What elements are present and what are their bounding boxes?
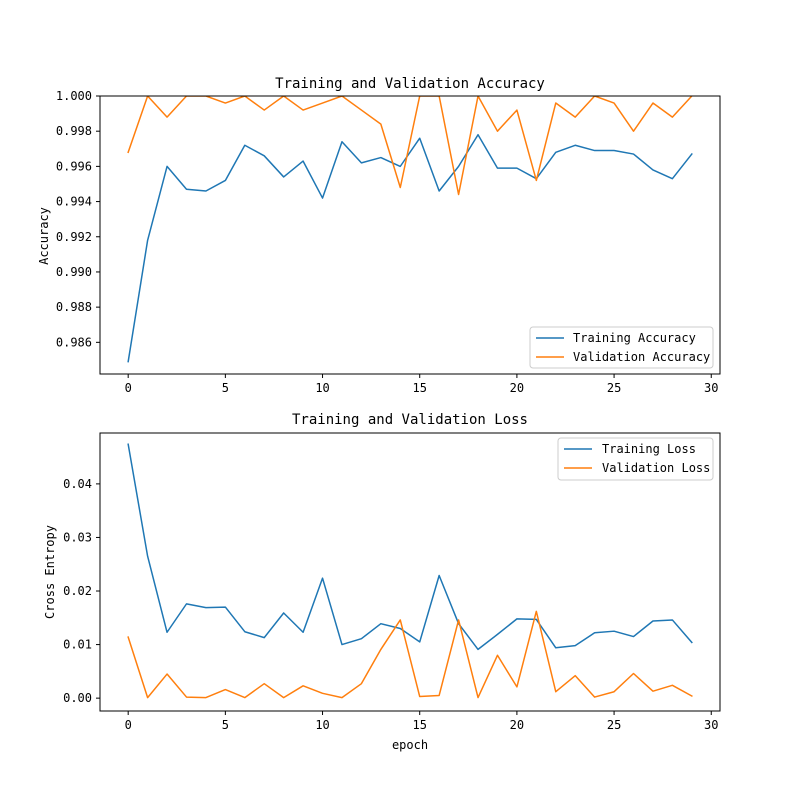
loss-plot-frame — [99, 432, 721, 712]
series-line-validation-loss — [127, 610, 693, 699]
legend-label-training-loss: Training Loss — [602, 442, 696, 456]
accuracy-plot-frame — [99, 95, 721, 375]
accuracy-lines — [127, 96, 693, 363]
loss-y-tick-label: 0.02 — [63, 584, 92, 598]
accuracy-y-axis-label: Accuracy — [37, 207, 51, 265]
series-line-training-accuracy — [127, 133, 693, 363]
accuracy-x-tick-label: 0 — [125, 381, 132, 395]
loss-x-tick-label: 20 — [510, 718, 524, 732]
accuracy-x-tick-label: 25 — [607, 381, 621, 395]
accuracy-x-tick-label: 15 — [412, 381, 426, 395]
loss-y-tick-label: 0.01 — [63, 638, 92, 652]
loss-legend-box — [557, 437, 714, 481]
legend-label-validation-loss: Validation Loss — [602, 461, 710, 475]
loss-legend: Training Loss Validation Loss — [557, 437, 714, 481]
loss-y-tick-label: 0.03 — [63, 530, 92, 544]
loss-x-tick-label: 0 — [125, 718, 132, 732]
accuracy-x-tick-label: 5 — [222, 381, 229, 395]
loss-y-tick-label: 0.00 — [63, 691, 92, 705]
loss-x-tick-label: 30 — [704, 718, 718, 732]
series-line-validation-accuracy — [127, 96, 693, 196]
loss-x-tick-label: 5 — [222, 718, 229, 732]
accuracy-y-tick-label: 0.996 — [56, 159, 92, 173]
accuracy-legend-box — [529, 326, 714, 369]
legend-label-validation-accuracy: Validation Accuracy — [573, 350, 710, 364]
accuracy-x-tick-label: 20 — [510, 381, 524, 395]
series-line-training-loss — [127, 443, 693, 651]
loss-y-tick-label: 0.04 — [63, 477, 92, 491]
legend-label-training-accuracy: Training Accuracy — [573, 331, 696, 345]
accuracy-y-tick-label: 0.998 — [56, 124, 92, 138]
loss-ticks: 0 5 10 15 20 25 30 0.00 0.01 0.02 0.03 0.04 — [63, 477, 718, 732]
accuracy-y-tick-label: 0.986 — [56, 335, 92, 349]
loss-chart-title: Training and Validation Loss — [292, 412, 528, 428]
accuracy-ticks: 0 5 10 15 20 25 30 0.986 0.988 0.990 0.992 0.994 0.9… — [56, 89, 719, 395]
loss-x-tick-label: 10 — [315, 718, 329, 732]
accuracy-y-tick-label: 0.994 — [56, 195, 92, 209]
loss-lines — [127, 443, 693, 699]
accuracy-y-tick-label: 0.988 — [56, 300, 92, 314]
loss-subplot: Training and Validation Loss Cross Entro… — [43, 412, 721, 752]
accuracy-y-tick-label: 0.992 — [56, 230, 92, 244]
accuracy-chart-title: Training and Validation Accuracy — [275, 76, 545, 92]
loss-x-tick-label: 25 — [607, 718, 621, 732]
loss-x-tick-label: 15 — [412, 718, 426, 732]
accuracy-legend: Training Accuracy Validation Accuracy — [529, 326, 714, 369]
loss-x-axis-label: epoch — [392, 738, 428, 752]
accuracy-x-tick-label: 30 — [704, 381, 718, 395]
accuracy-x-tick-label: 10 — [315, 381, 329, 395]
accuracy-y-tick-label: 1.000 — [56, 89, 92, 103]
loss-y-axis-label: Cross Entropy — [43, 525, 57, 619]
accuracy-subplot: Training and Validation Accuracy Accurac… — [37, 76, 721, 395]
accuracy-y-tick-label: 0.990 — [56, 265, 92, 279]
